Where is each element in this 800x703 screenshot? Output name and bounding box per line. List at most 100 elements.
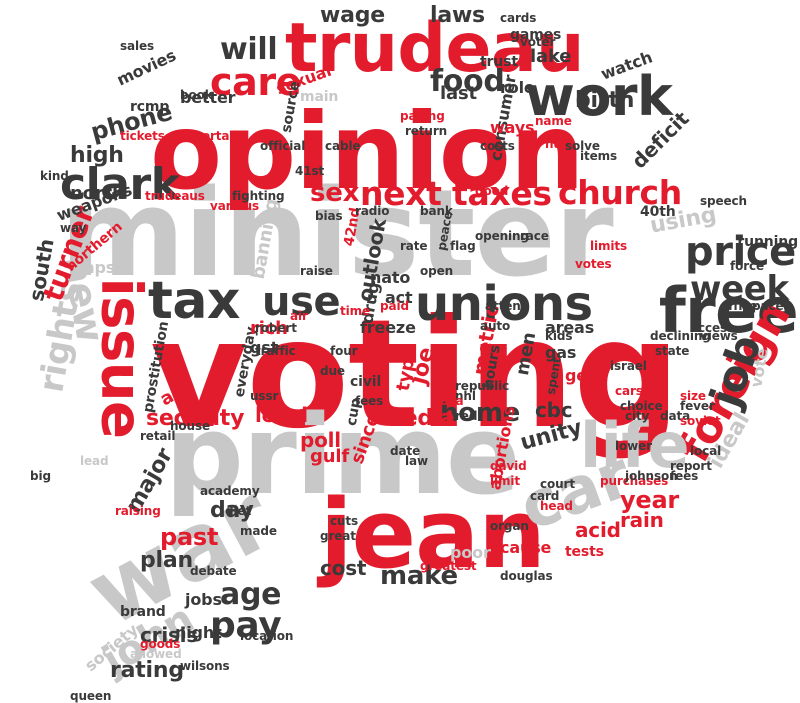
word-sex: sex	[310, 178, 360, 208]
word-views: views	[700, 329, 738, 343]
word-head: head	[540, 499, 573, 513]
word-week: week	[690, 269, 789, 309]
word-location: location	[240, 629, 294, 643]
word-40th: 40th	[640, 204, 676, 220]
word-bias: bias	[315, 209, 343, 223]
word-flag: flag	[450, 239, 476, 253]
word-various: various	[210, 199, 260, 213]
word-fees: fees	[355, 394, 384, 408]
word-opening: opening	[475, 229, 529, 243]
word-cause: cause	[500, 538, 552, 557]
word-bank: bank	[420, 204, 453, 218]
word-local: local	[690, 444, 722, 458]
word-goods: goods	[140, 637, 181, 651]
word-size: size	[680, 389, 706, 403]
word-fees: fees	[670, 469, 699, 483]
word-church: church	[558, 173, 682, 212]
word-use: use	[262, 279, 341, 325]
word-great: great	[320, 529, 356, 543]
word-clark: clark	[60, 159, 180, 210]
word-organ: organ	[490, 519, 529, 533]
word-space: space	[745, 299, 784, 313]
word-year: year	[620, 486, 679, 514]
word-jobs: jobs	[185, 590, 222, 609]
word-way: way	[60, 221, 87, 235]
word-data: data	[660, 409, 691, 423]
word-life: life	[580, 409, 690, 482]
word-gst: gst	[250, 338, 279, 357]
word-rate: rate	[400, 239, 428, 253]
word-food: food	[430, 64, 505, 99]
word-name: name	[535, 114, 572, 128]
word-tickets: tickets	[120, 129, 165, 143]
word-day: day	[210, 498, 254, 523]
word-office: office	[720, 299, 758, 313]
word-red: red	[455, 409, 478, 423]
word-last: last	[440, 83, 477, 104]
word-running: running	[737, 234, 798, 250]
word-academy: academy	[200, 484, 260, 498]
word-retail: retail	[140, 429, 176, 443]
word-rain: rain	[620, 508, 664, 532]
word-soviet: soviet	[680, 414, 721, 428]
word-civil: civil	[350, 374, 382, 390]
word-trudeaus: trudeaus	[145, 189, 205, 203]
word-rcmp: rcmp	[130, 99, 170, 115]
word-main: main	[300, 89, 339, 105]
word-trust: trust	[480, 54, 518, 70]
word-care: care	[210, 60, 302, 104]
word-act: act	[385, 288, 413, 307]
word-certain: certain	[195, 129, 242, 143]
word-card: card	[530, 489, 560, 503]
word-made: made	[240, 524, 277, 538]
word-time: time	[340, 304, 371, 318]
word-votes: votes	[575, 257, 612, 271]
word-make: make	[380, 561, 458, 591]
word-allowed: allowed	[130, 647, 182, 661]
word-force: force	[730, 259, 765, 273]
word-mps: mps	[78, 258, 116, 277]
word-sales: sales	[120, 39, 155, 53]
word-kids: kids	[545, 329, 573, 343]
word-poor: poor	[450, 543, 491, 562]
word-david: david	[490, 459, 527, 473]
word-fever: fever	[680, 399, 715, 413]
word-past: past	[160, 523, 219, 551]
word-access: access	[690, 321, 735, 335]
word-gulf: gulf	[310, 446, 349, 467]
word-games: games	[510, 27, 562, 43]
word-law: law	[405, 454, 428, 468]
word-kind: kind	[40, 169, 69, 183]
word-traffic: traffic	[255, 344, 296, 358]
word-house: house	[170, 419, 211, 433]
word-price: price	[685, 229, 796, 275]
word-book: book	[180, 88, 213, 102]
word-minister: minister	[60, 165, 614, 304]
word-auto: auto	[480, 319, 511, 333]
word-declining: declining	[650, 329, 711, 343]
word-birth: birth	[575, 88, 635, 113]
word-cards: cards	[500, 11, 537, 25]
word-city: city	[625, 409, 650, 423]
word-wilsons: wilsons	[180, 659, 230, 673]
word-attend: attend	[485, 299, 530, 313]
word-acid: acid	[575, 518, 621, 542]
word-cbc: cbc	[535, 398, 573, 422]
word-johnson: johnson	[625, 469, 678, 483]
word-plan: plan	[140, 548, 193, 573]
word-poll: poll	[300, 428, 341, 452]
word-voting: voting	[150, 288, 681, 462]
word-role: role	[500, 78, 535, 97]
word-purchases: purchases	[600, 474, 669, 488]
word-speech: speech	[700, 194, 747, 208]
word-fighting: fighting	[232, 189, 285, 203]
word-work: work	[525, 65, 673, 128]
word-opinion: opinion	[150, 91, 585, 213]
word-media: media	[380, 406, 455, 431]
word-better: better	[180, 88, 236, 107]
word-crisis: crisis	[140, 623, 199, 647]
word-ways: ways	[490, 118, 535, 137]
word-cost: cost	[320, 556, 367, 580]
